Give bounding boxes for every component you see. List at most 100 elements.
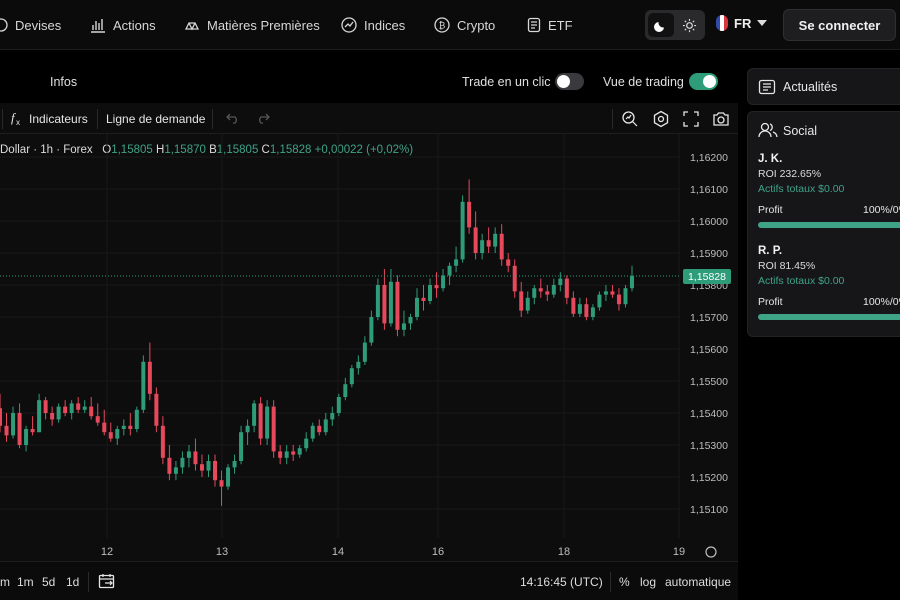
camera-icon[interactable] (712, 111, 730, 127)
period-button[interactable]: m (0, 575, 10, 589)
period-button[interactable]: 1d (66, 575, 80, 589)
bar-chart-icon (91, 19, 105, 33)
candle-body (121, 425, 126, 429)
redo-icon[interactable] (256, 112, 270, 124)
candle-body (108, 432, 113, 439)
candle-body (584, 304, 589, 317)
nav-item-label: Indices (364, 17, 406, 33)
candle-body (56, 406, 61, 420)
candle-body (76, 403, 81, 410)
sun-icon[interactable] (676, 13, 702, 37)
candle-body (375, 285, 380, 317)
document-icon (527, 17, 541, 33)
ask-line-button[interactable]: Ligne de demande (106, 112, 206, 126)
high-label: H (156, 144, 165, 156)
y-tick-label: 1,16200 (690, 152, 728, 164)
y-tick-label: 1,15700 (690, 312, 728, 324)
profit-value: 100%/0% (863, 204, 900, 216)
user-assets: Actifs totaux $0.00 (758, 275, 845, 287)
nav-item-etf[interactable]: ETF (527, 0, 573, 50)
open-value: 1,15805 (111, 144, 153, 156)
symbol-label: Dollar · 1h · Forex (0, 144, 93, 156)
theme-toggle[interactable] (645, 10, 705, 40)
candle-body (317, 425, 322, 433)
moon-icon[interactable] (648, 13, 674, 37)
nav-item-crypto[interactable]: ₿ Crypto (434, 0, 495, 50)
close-label: C (261, 144, 270, 156)
x-tick-label: 18 (558, 546, 570, 558)
candle-body (525, 297, 530, 311)
profit-label: Profit (758, 204, 783, 216)
candle-body (173, 467, 178, 474)
language-label: FR (734, 15, 752, 31)
log-scale-button[interactable]: log (640, 575, 657, 589)
one-click-trade-switch[interactable] (555, 73, 584, 90)
nav-item-label: Devises (15, 17, 62, 33)
login-button[interactable]: Se connecter (783, 9, 896, 41)
y-tick-label: 1,15500 (690, 376, 728, 388)
y-tick-label: 1,16000 (690, 216, 728, 228)
settings-icon[interactable] (652, 110, 670, 128)
news-panel[interactable]: Actualités (747, 68, 900, 105)
profit-bar (758, 222, 900, 228)
date-range-icon[interactable] (98, 573, 116, 589)
candlestick-chart[interactable]: 1,162001,161001,160001,159001,158001,157… (0, 134, 738, 558)
candle-body (271, 406, 276, 452)
candle-body (512, 265, 517, 292)
candle-body (480, 240, 485, 253)
high-value: 1,15870 (164, 144, 206, 156)
nav-item-actions[interactable]: Actions (90, 0, 156, 50)
indicators-button[interactable]: Indicateurs (29, 112, 88, 126)
percent-scale-button[interactable]: % (619, 575, 630, 589)
candle-body (486, 240, 491, 247)
candle-body (323, 419, 328, 433)
user-assets: Actifs totaux $0.00 (758, 183, 845, 195)
zoom-search-icon[interactable] (621, 110, 639, 128)
candle-body (43, 400, 48, 413)
candle-body (545, 291, 550, 295)
svg-text:f: f (11, 110, 17, 125)
infos-tab[interactable]: Infos (50, 75, 78, 89)
y-tick-label: 1,16100 (690, 184, 728, 196)
nav-item-label: Crypto (457, 17, 496, 33)
candle-body (473, 227, 478, 253)
profit-label: Profit (758, 296, 783, 308)
profit-bar (758, 314, 900, 320)
low-label: B (209, 144, 217, 156)
nav-item-indices[interactable]: Indices (341, 0, 405, 50)
y-tick-label: 1,15400 (690, 408, 728, 420)
candle-body (252, 403, 257, 426)
user-roi: ROI 232.65% (758, 168, 822, 180)
svg-text:x: x (16, 118, 20, 126)
candle-body (388, 281, 393, 324)
nav-item-commodities[interactable]: Matières Premières (184, 0, 320, 50)
candle-body (349, 368, 354, 385)
nav-item-label: Actions (113, 17, 156, 33)
period-button[interactable]: 5d (42, 575, 56, 589)
undo-icon[interactable] (226, 112, 240, 124)
nav-item-devises[interactable]: Devises (0, 0, 61, 50)
news-title: Actualités (783, 80, 838, 94)
candle-body (199, 464, 204, 471)
user-name[interactable]: R. P. (758, 245, 783, 257)
period-button[interactable]: 1m (17, 575, 34, 589)
candle-body (63, 406, 68, 413)
candle-body (395, 281, 400, 330)
language-selector[interactable]: FR (716, 15, 768, 31)
candle-body (571, 297, 576, 314)
fullscreen-icon[interactable] (683, 111, 699, 127)
auto-scale-button[interactable]: automatique (665, 575, 732, 589)
trading-view-switch[interactable] (689, 73, 718, 90)
chart-subbar: Infos Trade en un clic Vue de trading (0, 50, 740, 102)
candle-body (193, 451, 198, 465)
user-roi: ROI 81.45% (758, 260, 816, 272)
caret-down-icon (757, 20, 768, 26)
user-name[interactable]: J. K. (758, 153, 783, 165)
clock-time[interactable]: 14:16:45 (UTC) (520, 575, 603, 589)
candle-body (37, 400, 42, 433)
candle-body (284, 451, 289, 458)
candle-body (186, 451, 191, 458)
candle-body (467, 201, 472, 228)
